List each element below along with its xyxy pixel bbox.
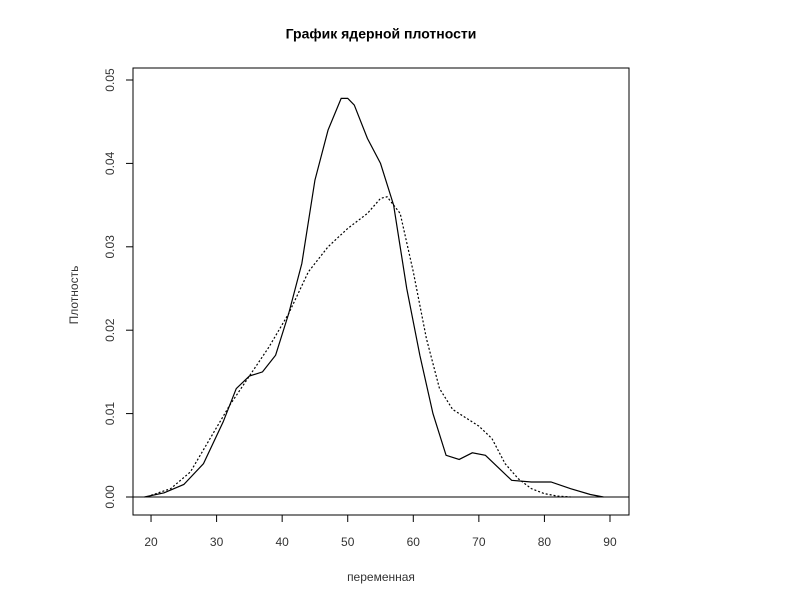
y-axis-label: Плотность — [67, 266, 81, 325]
x-tick-label: 40 — [275, 535, 289, 549]
x-tick-label: 30 — [210, 535, 224, 549]
x-tick-label: 80 — [538, 535, 552, 549]
y-tick-label: 0.03 — [103, 235, 117, 259]
x-tick-label: 60 — [407, 535, 421, 549]
x-axis-label: переменная — [347, 570, 415, 584]
plot-frame — [132, 67, 630, 516]
chart-title: График ядерной плотности — [286, 26, 477, 42]
density-line — [150, 196, 571, 498]
x-tick-label: 50 — [341, 535, 355, 549]
y-tick-label: 0.01 — [103, 402, 117, 426]
x-tick-label: 20 — [144, 535, 158, 549]
y-tick-label: 0.05 — [103, 68, 117, 92]
y-tick-label: 0.04 — [103, 151, 117, 175]
y-tick-label: 0.02 — [103, 318, 117, 342]
density-line — [144, 97, 604, 498]
y-tick-label: 0.00 — [103, 485, 117, 509]
x-tick-label: 90 — [603, 535, 617, 549]
x-tick-label: 70 — [472, 535, 486, 549]
